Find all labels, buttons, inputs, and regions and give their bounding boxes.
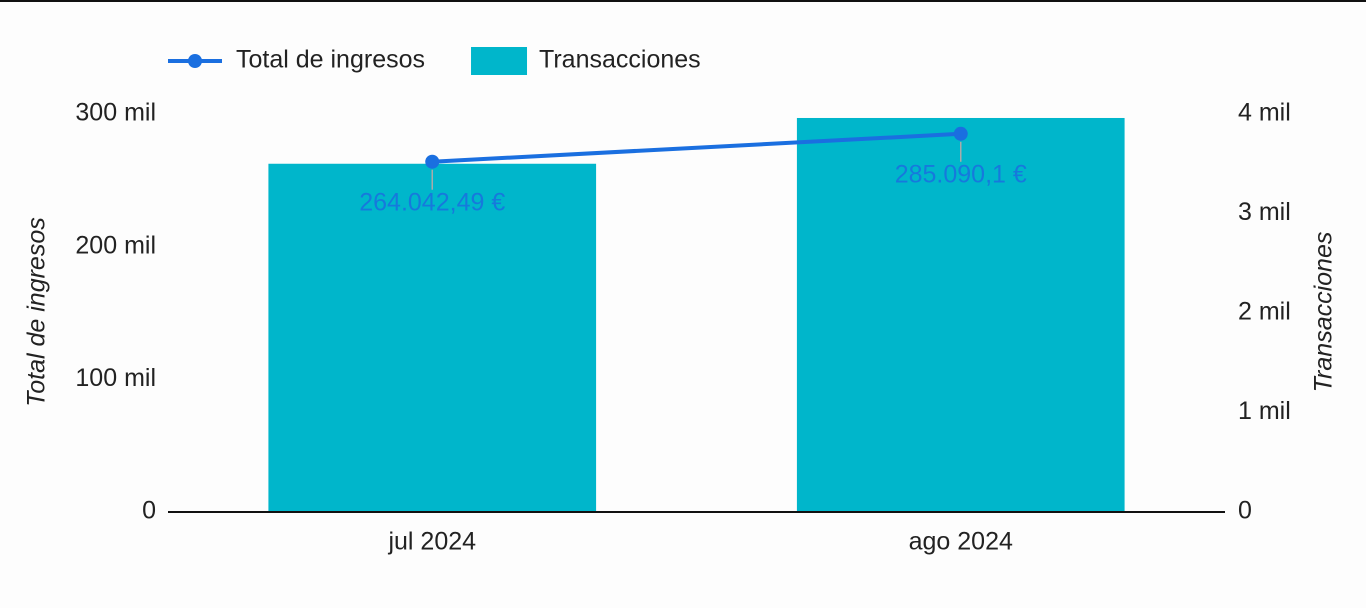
- bar: [796, 117, 1125, 512]
- y-tick-label: 100 mil: [75, 364, 156, 392]
- legend-label: Transacciones: [539, 46, 701, 74]
- y-tick-label: 0: [142, 497, 156, 525]
- y-axis-title: Total de ingresos: [23, 217, 51, 406]
- line-point: [953, 126, 968, 141]
- y2-tick-label: 4 mil: [1238, 99, 1291, 127]
- legend-swatch: [471, 47, 528, 75]
- value-label: 264.042,49 €: [359, 188, 505, 216]
- legend-marker: [188, 54, 202, 68]
- line: [432, 131, 961, 164]
- line-point: [425, 154, 440, 169]
- x-tick-label: ago 2024: [909, 528, 1013, 556]
- top-border: [0, 0, 1366, 2]
- legend-label: Total de ingresos: [236, 46, 425, 74]
- y-tick-label: 300 mil: [75, 99, 156, 127]
- y2-tick-label: 3 mil: [1238, 198, 1291, 226]
- value-label: 285.090,1 €: [895, 160, 1027, 188]
- x-tick-label: jul 2024: [387, 528, 476, 556]
- bar: [268, 163, 597, 512]
- y2-tick-label: 1 mil: [1238, 397, 1291, 425]
- y2-axis-title: Transacciones: [1310, 232, 1338, 393]
- y2-tick-label: 2 mil: [1238, 298, 1291, 326]
- y2-tick-label: 0: [1238, 497, 1252, 525]
- y-tick-label: 200 mil: [75, 231, 156, 259]
